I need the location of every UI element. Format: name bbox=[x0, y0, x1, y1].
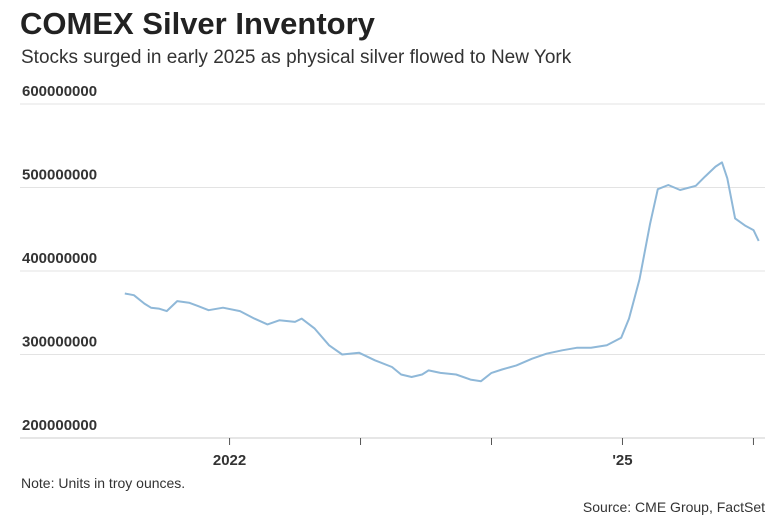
y-tick-label: 400000000 bbox=[22, 250, 97, 267]
source: Source: CME Group, FactSet bbox=[583, 499, 765, 515]
y-tick-label: 600000000 bbox=[22, 83, 97, 100]
y-tick-label: 500000000 bbox=[22, 167, 97, 184]
x-tick-label: '25 bbox=[612, 452, 632, 469]
chart-subtitle: Stocks surged in early 2025 as physical … bbox=[21, 47, 572, 68]
chart-title: COMEX Silver Inventory bbox=[20, 6, 376, 41]
line-series bbox=[124, 161, 760, 383]
y-tick-label: 200000000 bbox=[22, 417, 97, 434]
x-tick-label: 2022 bbox=[213, 452, 246, 469]
note: Note: Units in troy ounces. bbox=[21, 475, 185, 491]
y-tick-label: 300000000 bbox=[22, 334, 97, 351]
